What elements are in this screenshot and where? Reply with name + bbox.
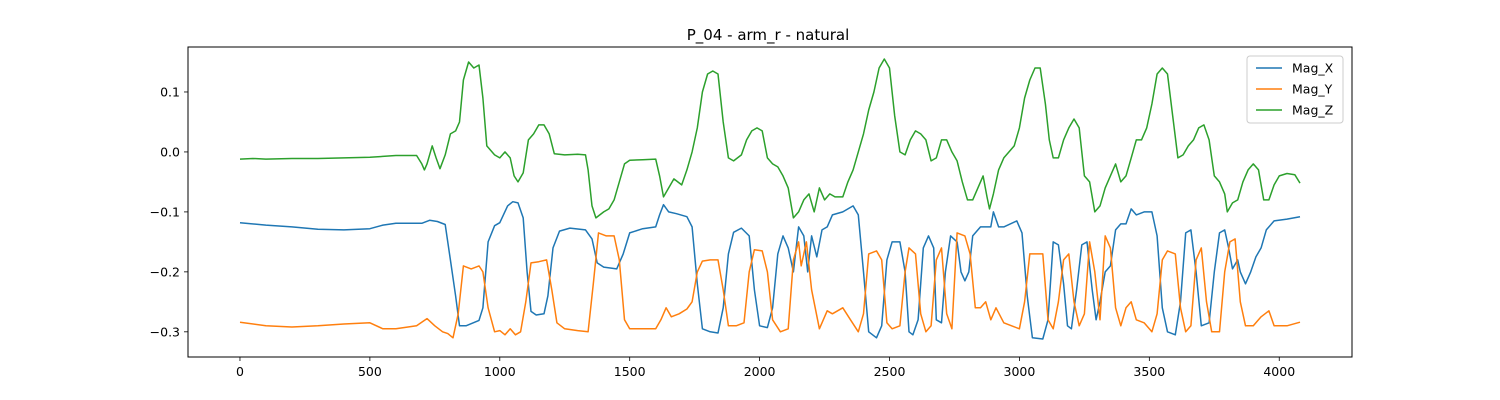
x-axis: 0 500 1000 1500 2000 2500 3000 3500 4000 <box>236 357 1295 379</box>
legend-label-mag-x: Mag_X <box>1292 61 1334 76</box>
legend-box <box>1246 55 1344 124</box>
series-line-mag-y <box>239 232 1301 339</box>
legend-label-mag-z: Mag_Z <box>1292 103 1333 118</box>
y-tick-label: 0.1 <box>160 84 180 99</box>
y-tick-label: 0.0 <box>160 144 180 159</box>
x-tick-label: 500 <box>358 364 382 379</box>
x-tick-label: 2000 <box>744 364 776 379</box>
series-layer <box>239 58 1301 340</box>
x-tick-label: 4000 <box>1263 364 1295 379</box>
plot-area-frame <box>187 46 1353 358</box>
y-tick-label: −0.2 <box>150 264 180 279</box>
y-tick-label: −0.1 <box>150 204 180 219</box>
x-tick-label: 3500 <box>1133 364 1165 379</box>
legend: Mag_X Mag_Y Mag_Z <box>1246 55 1344 124</box>
x-tick-label: 2500 <box>874 364 906 379</box>
x-tick-label: 0 <box>236 364 244 379</box>
series-line-mag-z <box>239 58 1301 219</box>
x-tick-label: 1000 <box>484 364 516 379</box>
legend-label-mag-y: Mag_Y <box>1292 82 1333 97</box>
chart-title: P_04 - arm_r - natural <box>687 26 850 45</box>
series-line-mag-x <box>239 200 1301 340</box>
x-tick-label: 3000 <box>1004 364 1036 379</box>
x-tick-label: 1500 <box>614 364 646 379</box>
y-axis: −0.3 −0.2 −0.1 0.0 0.1 <box>150 84 188 339</box>
y-tick-label: −0.3 <box>150 324 180 339</box>
